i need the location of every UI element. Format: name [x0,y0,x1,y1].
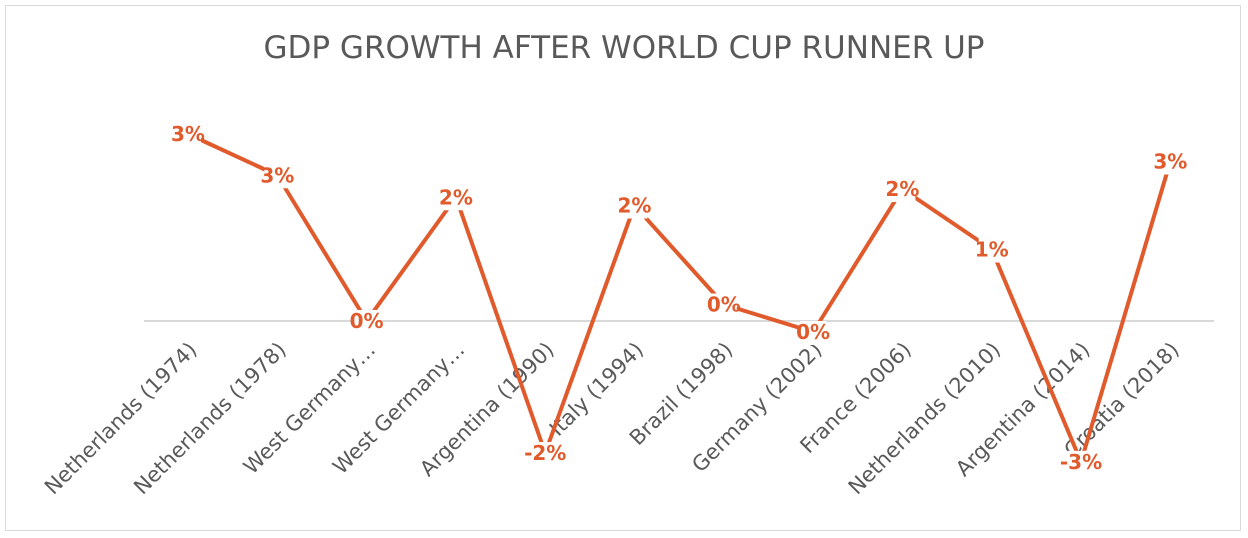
data-label-bg [175,123,201,147]
data-label: 0% [796,320,830,344]
data-label: 2% [439,185,473,209]
data-label: 3% [1153,150,1187,174]
series-line [187,132,1173,464]
data-label: -3% [1060,450,1102,474]
data-label-bg [1062,450,1100,475]
data-label: 2% [885,177,919,201]
data-label-bg [621,194,648,219]
data-label-bg [800,321,827,345]
data-label-bg [710,293,737,318]
data-label-bg [264,164,291,189]
chart-frame [5,5,1241,531]
data-label-bg [1157,150,1184,175]
chart-title: GDP GROWTH AFTER WORLD CUP RUNNER UP [263,30,984,66]
data-label: 1% [975,238,1009,262]
data-label-bg [442,186,469,211]
data-label: 0% [707,293,741,317]
data-label: 3% [260,163,294,187]
x-tick-label: Netherlands (1974) [40,338,202,500]
data-label: 3% [171,122,205,146]
data-label: -2% [524,441,566,465]
x-tick-label: Netherlands (1978) [129,338,291,500]
data-label-bg [353,310,380,334]
data-label: 0% [350,309,384,333]
data-label-bg [526,442,564,466]
data-label-bg [889,178,916,202]
x-tick-label: Netherlands (2010) [844,338,1006,500]
data-label: 2% [618,194,652,218]
data-label-bg [978,238,1005,263]
